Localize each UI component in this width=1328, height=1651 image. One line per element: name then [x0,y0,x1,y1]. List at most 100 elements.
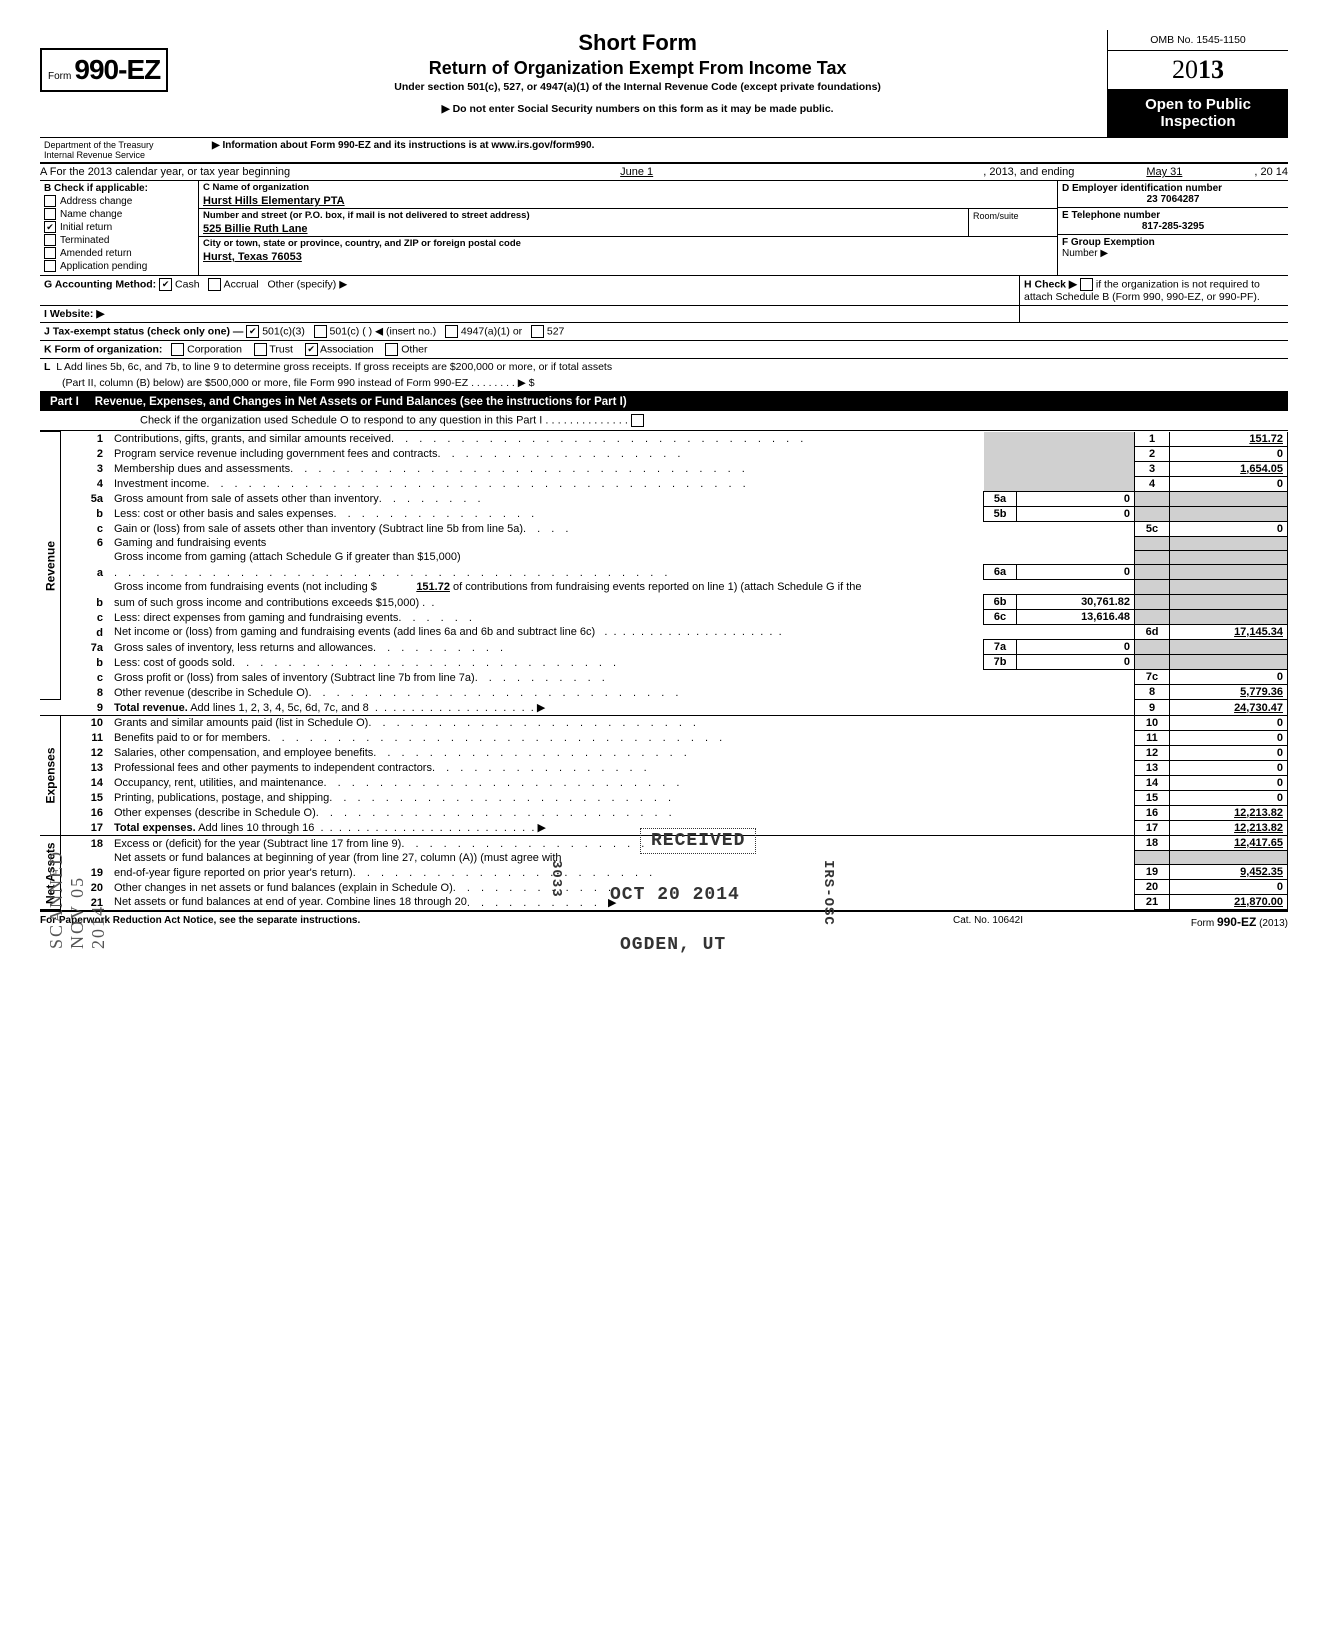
chk-corp[interactable] [171,343,184,356]
e-tel: E Telephone number 817-285-3295 [1058,208,1288,235]
side-revenue: Revenue [40,432,61,700]
line-g: G Accounting Method: ✔ Cash Accrual Othe… [40,276,1019,305]
side-expenses: Expenses [40,715,61,836]
footer-mid: Cat. No. 10642I [888,915,1088,929]
val-4: 0 [1170,476,1288,491]
c-addr-val: 525 Billie Ruth Lane [199,222,968,236]
line-l1: L L Add lines 5b, 6c, and 7b, to line 9 … [40,359,1288,375]
title-block: Short Form Return of Organization Exempt… [168,30,1107,115]
note-ssn: ▶ Do not enter Social Security numbers o… [178,103,1097,115]
part1-num: Part I [46,396,83,408]
line-a-mid: , 2013, and ending [983,166,1074,178]
val-10: 0 [1170,715,1288,730]
dept2: Internal Revenue Service [44,150,204,160]
chk-4947[interactable] [445,325,458,338]
form-number: 990-EZ [74,54,160,85]
c-city-label: City or town, state or province, country… [199,237,1057,250]
val-3: 1,654.05 [1170,461,1288,476]
chk-assoc[interactable]: ✔ [305,343,318,356]
line-i: I Website: ▶ [40,306,1288,323]
val-7b: 0 [1017,655,1135,670]
val-6b: 30,761.82 [1017,595,1135,610]
chk-name-change[interactable]: Name change [44,208,194,220]
val-11: 0 [1170,730,1288,745]
val-5a: 0 [1017,491,1135,506]
val-6c: 13,616.48 [1017,610,1135,625]
val-14: 0 [1170,775,1288,790]
title-subtitle: Return of Organization Exempt From Incom… [178,58,1097,79]
dept-row: Department of the Treasury Internal Reve… [40,137,1288,164]
val-1: 151.72 [1170,432,1288,447]
year-prefix: 20 [1172,55,1198,84]
note-info: ▶ Information about Form 990-EZ and its … [208,138,1288,162]
open-to-public: Open to Public Inspection [1108,90,1288,137]
val-21: 21,870.00 [1170,895,1288,910]
c-city-val: Hurst, Texas 76053 [199,250,1057,264]
c-name-val: Hurst Hills Elementary PTA [199,194,1057,208]
val-6b-contrib: 151.72 [380,581,450,593]
f-group: F Group Exemption Number ▶ [1058,235,1288,261]
val-5c: 0 [1170,521,1288,536]
part1-title: Revenue, Expenses, and Changes in Net As… [95,396,627,408]
omb-box: OMB No. 1545-1150 [1108,30,1288,51]
title-under: Under section 501(c), 527, or 4947(a)(1)… [178,81,1097,93]
part1-table: Revenue 1 Contributions, gifts, grants, … [40,431,1288,910]
line-a-end: May 31 [1074,166,1254,178]
c-addr-label: Number and street (or P.O. box, if mail … [199,209,968,222]
val-17: 12,213.82 [1170,820,1288,836]
c-name-label: C Name of organization [199,181,1057,194]
footer-right: Form 990-EZ (2013) [1088,915,1288,929]
chk-address-change[interactable]: Address change [44,195,194,207]
val-6a: 0 [1017,565,1135,580]
chk-other[interactable] [385,343,398,356]
val-20: 0 [1170,880,1288,895]
c-room-label: Room/suite [968,209,1057,236]
val-7a: 0 [1017,640,1135,655]
header: Form 990-EZ Short Form Return of Organiz… [40,30,1288,137]
box-b-header: B Check if applicable: [44,183,194,194]
year-bold: 13 [1198,55,1224,84]
box-def: D Employer identification number 23 7064… [1057,181,1288,275]
val-9: 24,730.47 [1170,700,1288,716]
line-k: K Form of organization: Corporation Trus… [40,341,1288,359]
dept-left: Department of the Treasury Internal Reve… [40,138,208,162]
dept1: Department of the Treasury [44,140,204,150]
box-c: C Name of organization Hurst Hills Eleme… [199,181,1057,275]
line-a-begin: June 1 [290,166,983,178]
title-short-form: Short Form [178,30,1097,56]
line-l2: (Part II, column (B) below) are $500,000… [40,375,1288,393]
form-page: Form 990-EZ Short Form Return of Organiz… [40,30,1288,929]
line-a: A For the 2013 calendar year, or tax yea… [40,164,1288,181]
chk-527[interactable] [531,325,544,338]
chk-501c[interactable] [314,325,327,338]
chk-trust[interactable] [254,343,267,356]
right-column: OMB No. 1545-1150 2013 Open to Public In… [1107,30,1288,137]
form-name-box: Form 990-EZ [40,48,168,92]
val-18: 12,417.65 [1170,836,1288,851]
chk-cash[interactable]: ✔ [159,278,172,291]
footer: For Paperwork Reduction Act Notice, see … [40,910,1288,929]
val-7c: 0 [1170,670,1288,685]
part1-header: Part I Revenue, Expenses, and Changes in… [40,393,1288,411]
val-16: 12,213.82 [1170,805,1288,820]
val-6d: 17,145.34 [1170,625,1288,640]
chk-amended[interactable]: Amended return [44,247,194,259]
form-word: Form [48,71,71,82]
box-b: B Check if applicable: Address change Na… [40,181,199,275]
val-15: 0 [1170,790,1288,805]
d-ein: D Employer identification number 23 7064… [1058,181,1288,208]
chk-app-pending[interactable]: Application pending [44,260,194,272]
section-bcd: B Check if applicable: Address change Na… [40,181,1288,276]
val-2: 0 [1170,446,1288,461]
chk-h[interactable] [1080,278,1093,291]
val-19: 9,452.35 [1170,865,1288,880]
line-h: H Check ▶ if the organization is not req… [1019,276,1288,305]
chk-terminated[interactable]: Terminated [44,234,194,246]
stamp-scanned-date: SCANNED NOV 05 2014 [46,850,109,949]
chk-initial-return[interactable]: ✔Initial return [44,221,194,233]
chk-501c3[interactable]: ✔ [246,325,259,338]
chk-accrual[interactable] [208,278,221,291]
chk-scho[interactable] [631,414,644,427]
stamp-ogden: OGDEN, UT [620,935,726,955]
form-name-block: Form 990-EZ [40,30,168,92]
